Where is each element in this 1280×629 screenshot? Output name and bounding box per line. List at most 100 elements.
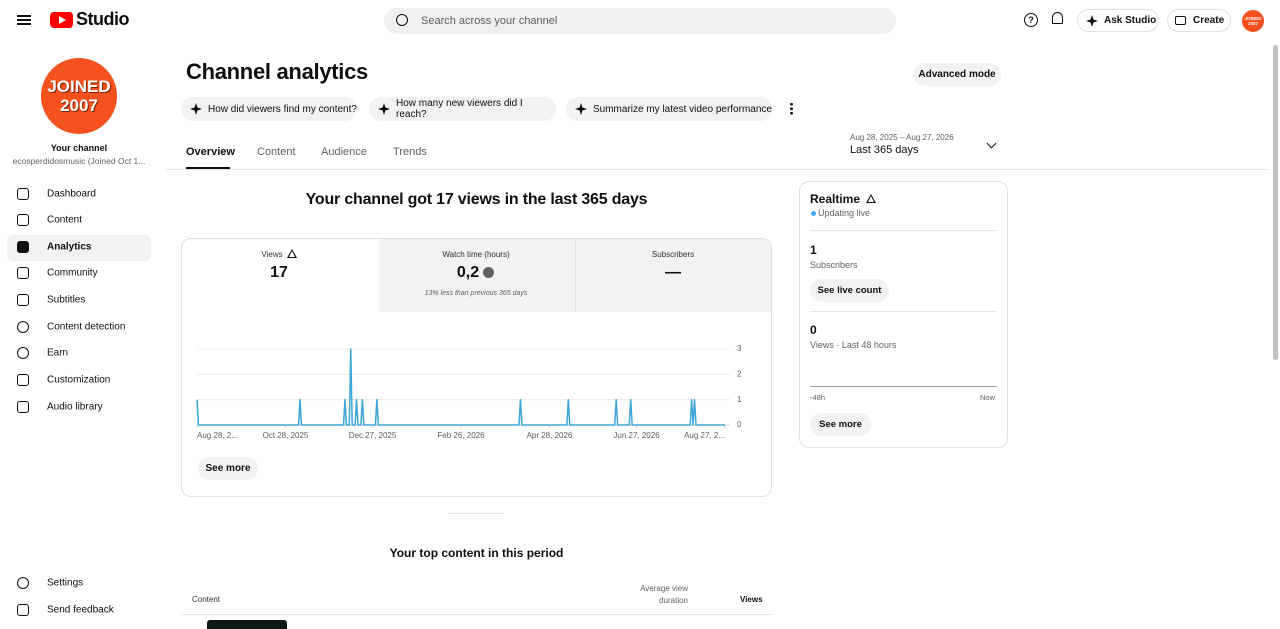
tab-indicator	[186, 167, 230, 169]
avatar-text: 2007	[60, 96, 98, 115]
realtime-value: 0	[810, 323, 817, 337]
axis-label: -48h	[810, 393, 826, 402]
nav-highlight	[7, 235, 151, 261]
x-tick-label: Apr 28, 2026	[527, 431, 573, 440]
nav-icon	[17, 401, 29, 413]
x-tick-label: Aug 27, 2...	[684, 431, 725, 440]
suggestion-chip[interactable]: Summarize my latest video performance	[566, 97, 772, 121]
realtime-label: Subscribers	[810, 260, 858, 270]
divider	[810, 230, 997, 231]
warning-icon	[287, 249, 297, 258]
metric-label[interactable]: Subscribers	[651, 250, 695, 259]
search-placeholder: Search across your channel	[421, 15, 558, 27]
axis-label: Now	[980, 393, 996, 402]
nav-item[interactable]: Dashboard	[47, 188, 96, 200]
overview-card	[181, 238, 772, 497]
advanced-mode-button[interactable]: Advanced mode	[913, 63, 1001, 86]
suggestion-chip[interactable]: How did viewers find my content?	[181, 97, 357, 121]
divider	[166, 169, 1268, 170]
column-header[interactable]: Views	[740, 595, 763, 604]
nav-item[interactable]: Audio library	[47, 401, 103, 413]
video-thumbnail[interactable]	[207, 620, 287, 629]
realtime-value: 1	[810, 243, 817, 257]
help-button[interactable]: ?	[1024, 13, 1038, 27]
nav-item[interactable]: Content detection	[47, 321, 126, 333]
y-tick-label: 1	[737, 395, 742, 404]
nav-icon	[17, 374, 29, 386]
notifications-button[interactable]	[1052, 12, 1063, 24]
see-more-button[interactable]: See more	[810, 413, 871, 436]
tab[interactable]: Overview	[186, 146, 235, 158]
nav-icon	[17, 188, 29, 200]
nav-item[interactable]: Analytics	[47, 241, 92, 253]
y-tick-label: 2	[737, 369, 742, 378]
search-box[interactable]: Search across your channel	[384, 8, 896, 34]
metric-value: 0,2	[456, 264, 480, 281]
realtime-axis	[810, 386, 997, 387]
nav-item[interactable]: Subtitles	[47, 294, 86, 306]
nav-icon	[17, 214, 29, 226]
realtime-title: Realtime	[810, 192, 861, 206]
nav-item[interactable]: Community	[47, 267, 98, 279]
nav-item[interactable]: Customization	[47, 374, 111, 386]
create-label: Create	[1193, 15, 1225, 26]
logo-icon[interactable]	[50, 12, 73, 28]
top-content-title: Your top content in this period	[389, 546, 564, 560]
headline: Your channel got 17 views in the last 36…	[305, 191, 648, 208]
views-line	[196, 348, 725, 426]
suggestion-chip[interactable]: How many new viewers did I reach?	[369, 97, 556, 121]
period[interactable]: Last 365 days	[850, 144, 919, 156]
nav-item[interactable]: Send feedback	[47, 604, 114, 616]
date-range: Aug 28, 2025 – Aug 27, 2026	[850, 133, 954, 142]
channel-avatar[interactable]: JOINED 2007	[41, 58, 117, 134]
create-button[interactable]: Create	[1167, 9, 1231, 32]
metric-note: 13% less than previous 365 days	[424, 290, 528, 297]
x-tick-label: Jun 27, 2026	[613, 431, 660, 440]
divider	[810, 311, 997, 312]
divider	[448, 513, 504, 514]
more-button[interactable]	[790, 102, 793, 115]
see-live-count-button[interactable]: See live count	[810, 279, 889, 302]
see-more-button[interactable]: See more	[198, 457, 258, 480]
metric-value: —	[665, 264, 681, 281]
account-avatar[interactable]: JOINED 2007	[1242, 10, 1264, 32]
avatar-text: 2007	[1247, 21, 1258, 26]
column-header: Content	[192, 595, 221, 604]
nav-item[interactable]: Content	[47, 214, 83, 226]
metric-label[interactable]: Watch time (hours)	[442, 250, 510, 259]
nav-item[interactable]: Settings	[47, 577, 84, 589]
x-tick-label: Aug 28, 2...	[197, 431, 238, 440]
logo-text[interactable]: Studio	[76, 9, 130, 29]
realtime-status: Updating live	[818, 208, 871, 218]
y-tick-label: 0	[737, 420, 742, 429]
column-header[interactable]: Average view duration	[640, 584, 688, 605]
divider	[181, 614, 772, 615]
nav-item[interactable]: Earn	[47, 347, 69, 359]
scrollbar[interactable]	[1273, 45, 1278, 360]
down-icon	[483, 267, 494, 278]
realtime-card	[799, 181, 1008, 448]
tab[interactable]: Trends	[393, 146, 427, 158]
metric-value: 17	[270, 264, 288, 281]
channel-name: ecosperdidosmusic (Joined Oct 1...	[12, 156, 146, 166]
menu-button[interactable]	[17, 15, 31, 25]
nav-icon	[17, 577, 29, 589]
nav-icon	[17, 241, 29, 253]
nav-icon	[17, 267, 29, 279]
nav-icon	[17, 604, 29, 616]
tab[interactable]: Audience	[321, 146, 367, 158]
realtime-label: Views · Last 48 hours	[810, 340, 897, 350]
avatar-text: JOINED	[1244, 16, 1262, 21]
x-tick-label: Oct 28, 2025	[263, 431, 309, 440]
tab[interactable]: Content	[257, 146, 296, 158]
nav-icon	[17, 321, 29, 333]
warning-icon	[866, 194, 876, 203]
ask-studio-button[interactable]: Ask Studio	[1077, 9, 1159, 32]
nav-icon	[17, 294, 29, 306]
metric-label[interactable]: Views	[261, 250, 283, 259]
channel-title: Your channel	[50, 143, 108, 153]
nav-icon	[17, 347, 29, 359]
live-dot	[811, 211, 816, 216]
